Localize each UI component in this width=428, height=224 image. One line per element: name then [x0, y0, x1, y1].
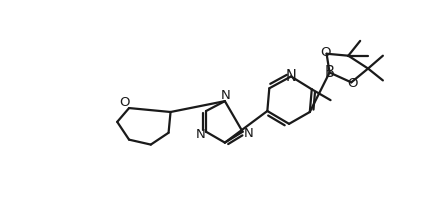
Text: N: N [243, 127, 253, 140]
Text: N: N [285, 69, 297, 84]
Text: O: O [347, 77, 357, 90]
Text: O: O [320, 46, 331, 59]
Text: O: O [119, 96, 130, 109]
Text: N: N [196, 128, 206, 141]
Text: B: B [324, 65, 335, 80]
Text: N: N [221, 89, 231, 102]
